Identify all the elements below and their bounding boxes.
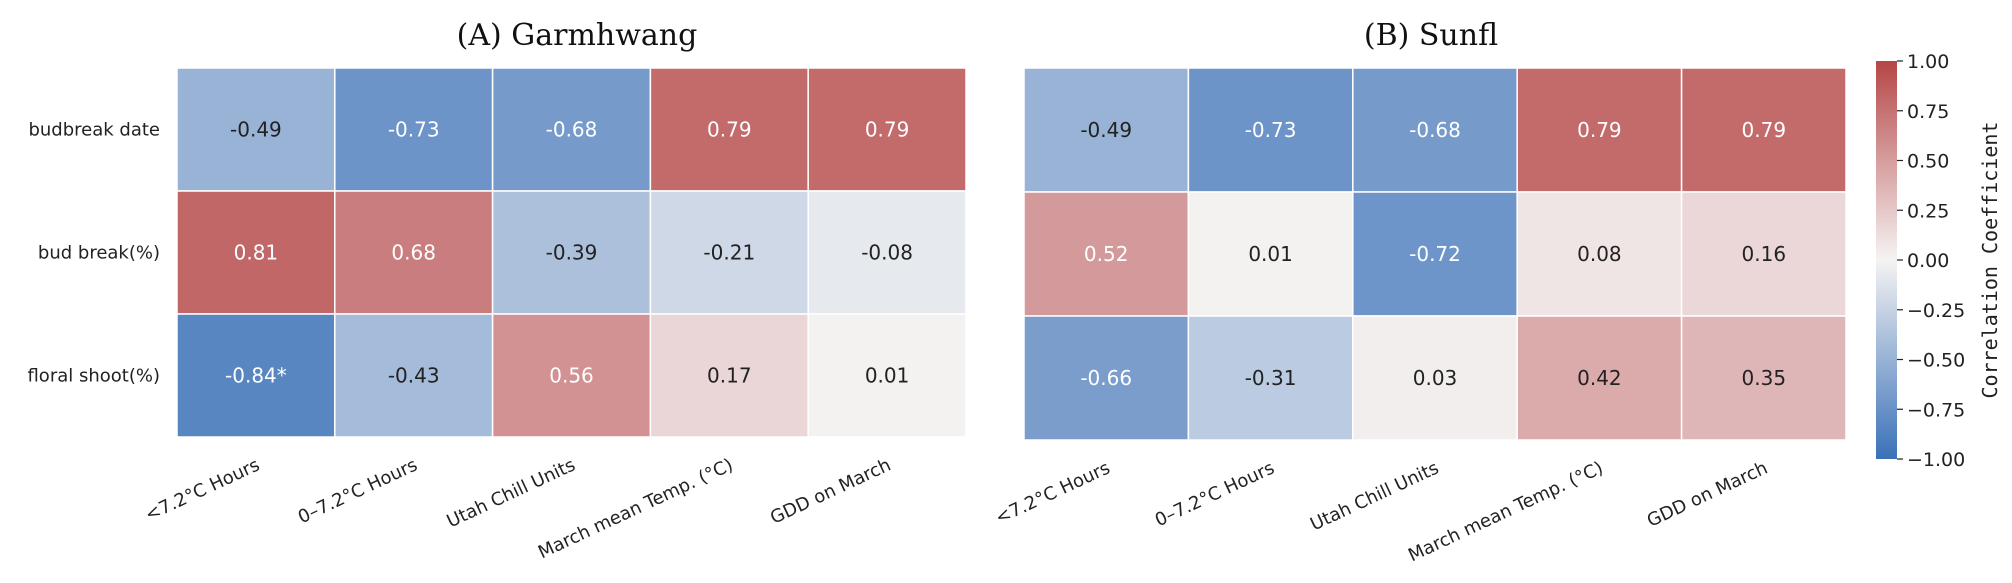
heatmap-cell — [1023, 67, 1190, 193]
heatmap-cell — [1516, 315, 1683, 441]
cell-value-label: -0.08 — [861, 241, 913, 265]
cell-value-label: -0.39 — [546, 241, 598, 265]
heatmap-cell — [807, 190, 967, 315]
heatmap-panel-garmhwang: (A) Garmhwang -0.49 -0.73 -0.68 0.79 0.79 0.81… — [27, 18, 967, 563]
heatmap-cell — [1023, 191, 1190, 317]
cell-value-label: 0.79 — [865, 118, 910, 142]
heatmap-cell — [1187, 191, 1354, 317]
cell-value-label: 0.35 — [1742, 366, 1787, 390]
heatmap-cell — [176, 67, 336, 192]
column-label: GDD on March — [767, 454, 894, 528]
colorbar: 1.00 0.75 0.50 0.25 0.00 −0.25 −0.50 −0.75 −1.00… — [1876, 51, 2002, 471]
heatmap-cell — [1352, 67, 1518, 193]
cell-value-label: -0.84* — [225, 364, 287, 388]
cell-value-label: 0.68 — [391, 241, 436, 265]
heatmap-cell — [334, 67, 494, 192]
colorbar-tick-label: 0.00 — [1907, 250, 1949, 272]
colorbar-tick-label: −0.75 — [1907, 399, 1965, 421]
cell-value-label: 0.01 — [865, 364, 910, 388]
heatmap-panel-sunfl: (B) Sunfl -0.49 -0.73 -0.68 0.79 0.79 0.52 0.01… — [992, 18, 1847, 566]
heatmap-cell — [1516, 191, 1683, 317]
heatmap-cell — [1680, 67, 1847, 193]
heatmap-cell — [1516, 67, 1683, 193]
cell-value-label: -0.68 — [546, 118, 598, 142]
cell-value-label: -0.43 — [388, 364, 440, 388]
column-label: Utah Chill Units — [444, 454, 579, 532]
cell-value-label: 0.81 — [234, 241, 279, 265]
row-label: floral shoot(%) — [27, 366, 160, 387]
cell-value-label: 0.79 — [1577, 118, 1622, 142]
row-label: bud break(%) — [38, 243, 160, 264]
heatmap-cell — [491, 67, 652, 192]
cell-value-label: -0.73 — [388, 118, 440, 142]
cell-value-label: -0.21 — [703, 241, 755, 265]
colorbar-tick-label: 1.00 — [1907, 51, 1949, 73]
colorbar-tick-label: −0.50 — [1907, 350, 1965, 372]
cell-value-label: 0.56 — [549, 364, 594, 388]
heatmap-cell — [491, 190, 652, 315]
colorbar-tick-label: 0.50 — [1907, 151, 1949, 173]
heatmap-cell — [649, 67, 809, 192]
heatmap-cell — [176, 190, 336, 315]
cell-value-label: 0.52 — [1084, 242, 1129, 266]
panel-title: (A) Garmhwang — [457, 18, 698, 53]
cell-value-label: 0.79 — [707, 118, 752, 142]
cell-value-label: -0.31 — [1245, 366, 1297, 390]
column-label: <7.2°C Hours — [142, 454, 263, 525]
cell-value-label: -0.72 — [1409, 242, 1461, 266]
cell-value-label: 0.79 — [1742, 118, 1787, 142]
colorbar-tick-label: −1.00 — [1907, 449, 1965, 471]
heatmap-cell — [807, 313, 967, 438]
column-label: Utah Chill Units — [1307, 457, 1442, 535]
colorbar-tick-label: 0.25 — [1907, 200, 1949, 222]
cell-value-label: 0.42 — [1577, 366, 1622, 390]
cell-value-label: -0.73 — [1245, 118, 1297, 142]
column-label: 0–7.2°C Hours — [1152, 457, 1278, 531]
panel-title: (B) Sunfl — [1364, 18, 1498, 53]
cell-value-label: 0.01 — [1248, 242, 1293, 266]
heatmap-cell — [1187, 67, 1354, 193]
heatmap-cell — [1680, 315, 1847, 441]
cell-value-label: -0.66 — [1080, 366, 1132, 390]
colorbar-tick-label: −0.25 — [1907, 300, 1965, 322]
cell-value-label: 0.08 — [1577, 242, 1622, 266]
heatmap-cell — [1680, 191, 1847, 317]
heatmap-cell — [1352, 191, 1518, 317]
colorbar-gradient — [1876, 61, 1897, 459]
cell-value-label: 0.16 — [1742, 242, 1787, 266]
heatmap-cell — [649, 313, 809, 438]
heatmap-cell — [1023, 315, 1190, 441]
heatmap-cell — [334, 313, 494, 438]
cell-value-label: 0.03 — [1413, 366, 1458, 390]
cell-value-label: -0.68 — [1409, 118, 1461, 142]
column-label: <7.2°C Hours — [992, 457, 1113, 528]
column-label: 0–7.2°C Hours — [295, 454, 421, 528]
cell-value-label: -0.49 — [230, 118, 282, 142]
colorbar-tick-label: 0.75 — [1907, 101, 1949, 123]
heatmap-cell — [491, 313, 652, 438]
cell-value-label: -0.49 — [1080, 118, 1132, 142]
row-label: budbreak date — [28, 120, 160, 141]
colorbar-label: Correlation Coefficient — [1978, 122, 2002, 399]
column-label: GDD on March — [1644, 457, 1771, 531]
heatmap-cell — [807, 67, 967, 192]
cell-value-label: 0.17 — [707, 364, 752, 388]
